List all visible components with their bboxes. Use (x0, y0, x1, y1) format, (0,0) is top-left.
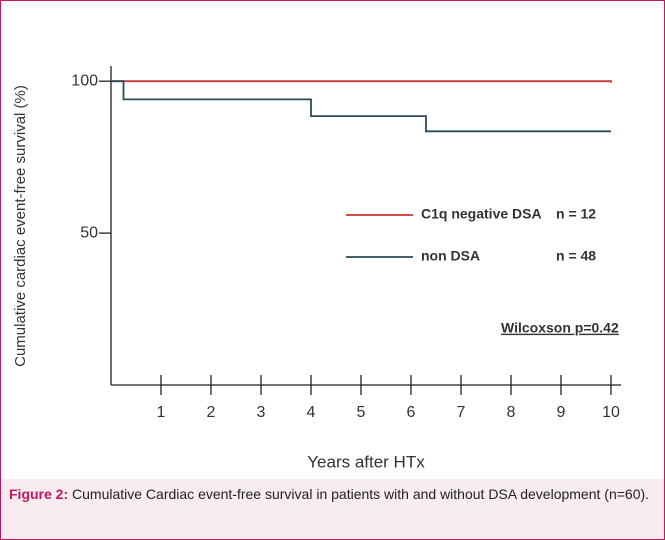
caption: Figure 2: Cumulative Cardiac event-free … (1, 479, 664, 539)
x-tick-label: 5 (357, 404, 366, 421)
legend-n: n = 48 (556, 248, 596, 264)
x-tick-label: 1 (157, 404, 166, 421)
annotation: Wilcoxson p=0.42 (501, 320, 619, 336)
x-tick-label: 4 (307, 404, 316, 421)
y-tick-label: 50 (80, 224, 98, 241)
caption-label: Figure 2: (9, 486, 69, 502)
legend-n: n = 12 (556, 206, 596, 222)
chart: Cumulative cardiac event-free survival (… (12, 66, 621, 471)
y-tick-label: 100 (71, 72, 98, 89)
legend-label: non DSA (421, 248, 480, 264)
x-axis-label: Years after HTx (307, 452, 425, 471)
x-tick-label: 2 (207, 404, 216, 421)
x-tick-label: 6 (407, 404, 416, 421)
x-tick-label: 10 (602, 404, 620, 421)
survival-line (111, 80, 611, 133)
y-axis-label: Cumulative cardiac event-free survival (… (12, 85, 29, 367)
survival-line (111, 80, 612, 83)
x-tick-label: 7 (457, 404, 466, 421)
x-tick-label: 8 (507, 404, 516, 421)
x-tick-label: 9 (557, 404, 566, 421)
caption-text: Cumulative Cardiac event-free survival i… (72, 486, 650, 502)
x-tick-label: 3 (257, 404, 266, 421)
legend-label: C1q negative DSA (421, 206, 542, 222)
